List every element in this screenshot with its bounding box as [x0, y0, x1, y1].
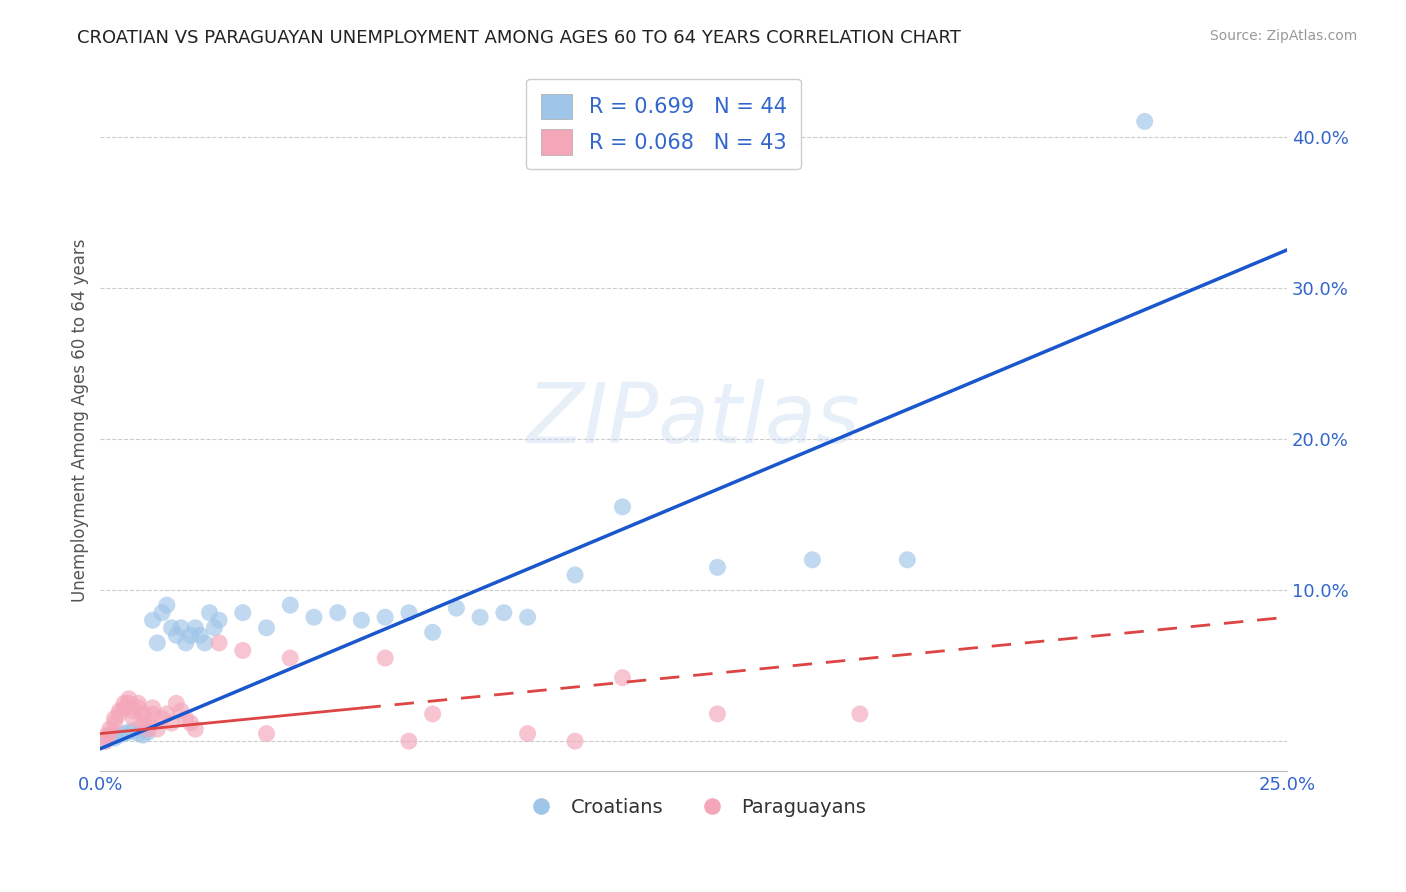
Point: [104, 731, 127, 746]
Point: [202, 621, 225, 635]
Point: [122, 723, 145, 738]
Point: [104, 711, 127, 725]
Point: [706, 706, 728, 721]
Point: [194, 636, 217, 650]
Point: [564, 734, 586, 748]
Point: [801, 553, 824, 567]
Point: [208, 613, 231, 627]
Point: [170, 704, 193, 718]
Point: [132, 728, 155, 742]
Point: [1133, 114, 1156, 128]
Point: [127, 701, 149, 715]
Point: [896, 553, 918, 567]
Point: [98, 722, 121, 736]
Point: [612, 671, 634, 685]
Point: [468, 610, 491, 624]
Point: [118, 725, 141, 739]
Point: [98, 730, 121, 744]
Point: [374, 651, 396, 665]
Point: [142, 701, 165, 715]
Point: [122, 711, 145, 725]
Point: [156, 598, 179, 612]
Point: [174, 636, 197, 650]
Point: [184, 621, 207, 635]
Point: [398, 734, 420, 748]
Point: [142, 706, 165, 721]
Point: [612, 500, 634, 514]
Point: [112, 726, 135, 740]
Point: [136, 716, 159, 731]
Point: [232, 643, 254, 657]
Point: [256, 621, 278, 635]
Point: [94, 734, 117, 748]
Point: [326, 606, 349, 620]
Point: [232, 606, 254, 620]
Point: [278, 598, 301, 612]
Point: [160, 716, 183, 731]
Point: [564, 567, 586, 582]
Point: [127, 697, 149, 711]
Point: [278, 651, 301, 665]
Point: [112, 701, 135, 715]
Point: [94, 730, 117, 744]
Point: [516, 726, 538, 740]
Point: [132, 716, 155, 731]
Point: [174, 711, 197, 725]
Point: [150, 606, 173, 620]
Y-axis label: Unemployment Among Ages 60 to 64 years: Unemployment Among Ages 60 to 64 years: [72, 238, 89, 602]
Point: [98, 726, 121, 740]
Legend: Croatians, Paraguayans: Croatians, Paraguayans: [515, 790, 873, 825]
Text: CROATIAN VS PARAGUAYAN UNEMPLOYMENT AMONG AGES 60 TO 64 YEARS CORRELATION CHART: CROATIAN VS PARAGUAYAN UNEMPLOYMENT AMON…: [77, 29, 962, 46]
Point: [132, 706, 155, 721]
Point: [516, 610, 538, 624]
Point: [108, 706, 131, 721]
Point: [136, 722, 159, 736]
Point: [422, 625, 444, 640]
Point: [446, 601, 468, 615]
Point: [422, 706, 444, 721]
Point: [108, 704, 131, 718]
Point: [180, 716, 202, 731]
Point: [165, 697, 187, 711]
Point: [118, 691, 141, 706]
Point: [118, 697, 141, 711]
Point: [150, 711, 173, 725]
Point: [146, 722, 169, 736]
Point: [180, 628, 202, 642]
Text: Source: ZipAtlas.com: Source: ZipAtlas.com: [1209, 29, 1357, 43]
Point: [374, 610, 396, 624]
Point: [146, 636, 169, 650]
Point: [302, 610, 325, 624]
Point: [184, 722, 207, 736]
Point: [156, 706, 179, 721]
Point: [112, 697, 135, 711]
Point: [165, 628, 187, 642]
Point: [188, 628, 211, 642]
Text: ZIPatlas: ZIPatlas: [527, 379, 860, 460]
Point: [706, 560, 728, 574]
Point: [398, 606, 420, 620]
Point: [104, 716, 127, 731]
Point: [256, 726, 278, 740]
Point: [208, 636, 231, 650]
Point: [849, 706, 872, 721]
Point: [136, 725, 159, 739]
Point: [122, 704, 145, 718]
Point: [170, 621, 193, 635]
Point: [160, 621, 183, 635]
Point: [108, 728, 131, 742]
Point: [350, 613, 373, 627]
Point: [198, 606, 221, 620]
Point: [94, 734, 117, 748]
Point: [142, 613, 165, 627]
Point: [127, 726, 149, 740]
Point: [492, 606, 515, 620]
